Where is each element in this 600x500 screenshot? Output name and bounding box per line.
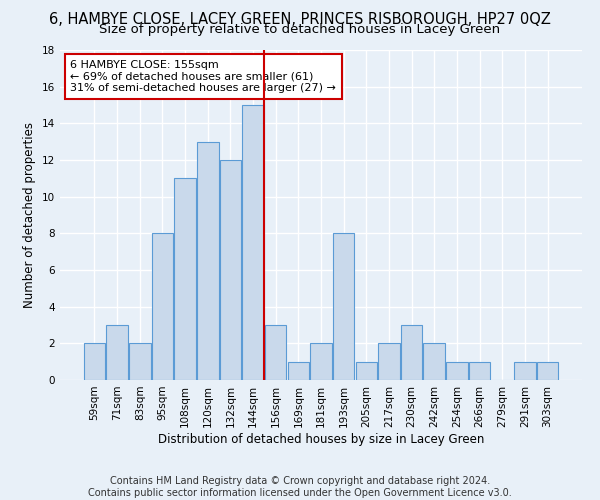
Text: 6, HAMBYE CLOSE, LACEY GREEN, PRINCES RISBOROUGH, HP27 0QZ: 6, HAMBYE CLOSE, LACEY GREEN, PRINCES RI… (49, 12, 551, 28)
Bar (152, 234, 173, 380)
Bar (265, 325, 286, 380)
Bar (424, 344, 445, 380)
Bar (220, 160, 241, 380)
Bar (537, 362, 558, 380)
Bar (84, 344, 105, 380)
Bar (287, 362, 309, 380)
Bar (514, 362, 536, 380)
Bar (356, 362, 377, 380)
Bar (469, 362, 490, 380)
Bar (129, 344, 151, 380)
Bar (175, 178, 196, 380)
Bar (106, 325, 128, 380)
Bar (310, 344, 332, 380)
Text: Contains HM Land Registry data © Crown copyright and database right 2024.
Contai: Contains HM Land Registry data © Crown c… (88, 476, 512, 498)
Bar (446, 362, 467, 380)
Bar (242, 105, 264, 380)
Bar (401, 325, 422, 380)
Bar (197, 142, 218, 380)
Bar (333, 234, 355, 380)
Bar (378, 344, 400, 380)
Text: 6 HAMBYE CLOSE: 155sqm
← 69% of detached houses are smaller (61)
31% of semi-det: 6 HAMBYE CLOSE: 155sqm ← 69% of detached… (70, 60, 337, 93)
X-axis label: Distribution of detached houses by size in Lacey Green: Distribution of detached houses by size … (158, 432, 484, 446)
Text: Size of property relative to detached houses in Lacey Green: Size of property relative to detached ho… (100, 22, 500, 36)
Y-axis label: Number of detached properties: Number of detached properties (23, 122, 37, 308)
